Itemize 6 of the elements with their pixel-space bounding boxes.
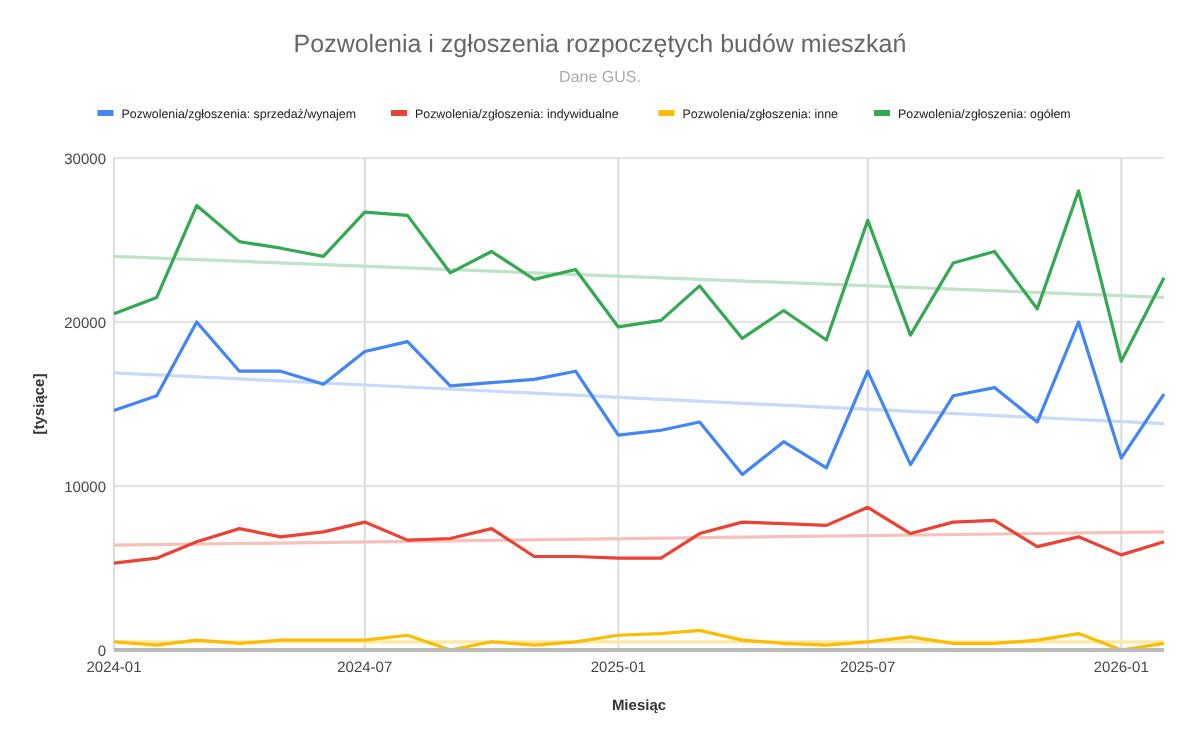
line-series — [112, 320, 1166, 477]
line-series — [112, 189, 1166, 363]
chart-title: Pozwolenia i zgłoszenia rozpoczętych budów mieszkań — [293, 30, 907, 58]
line-series — [112, 628, 1166, 652]
line-series — [112, 505, 1166, 565]
chart-subtitle: Dane GUS. — [559, 68, 641, 86]
